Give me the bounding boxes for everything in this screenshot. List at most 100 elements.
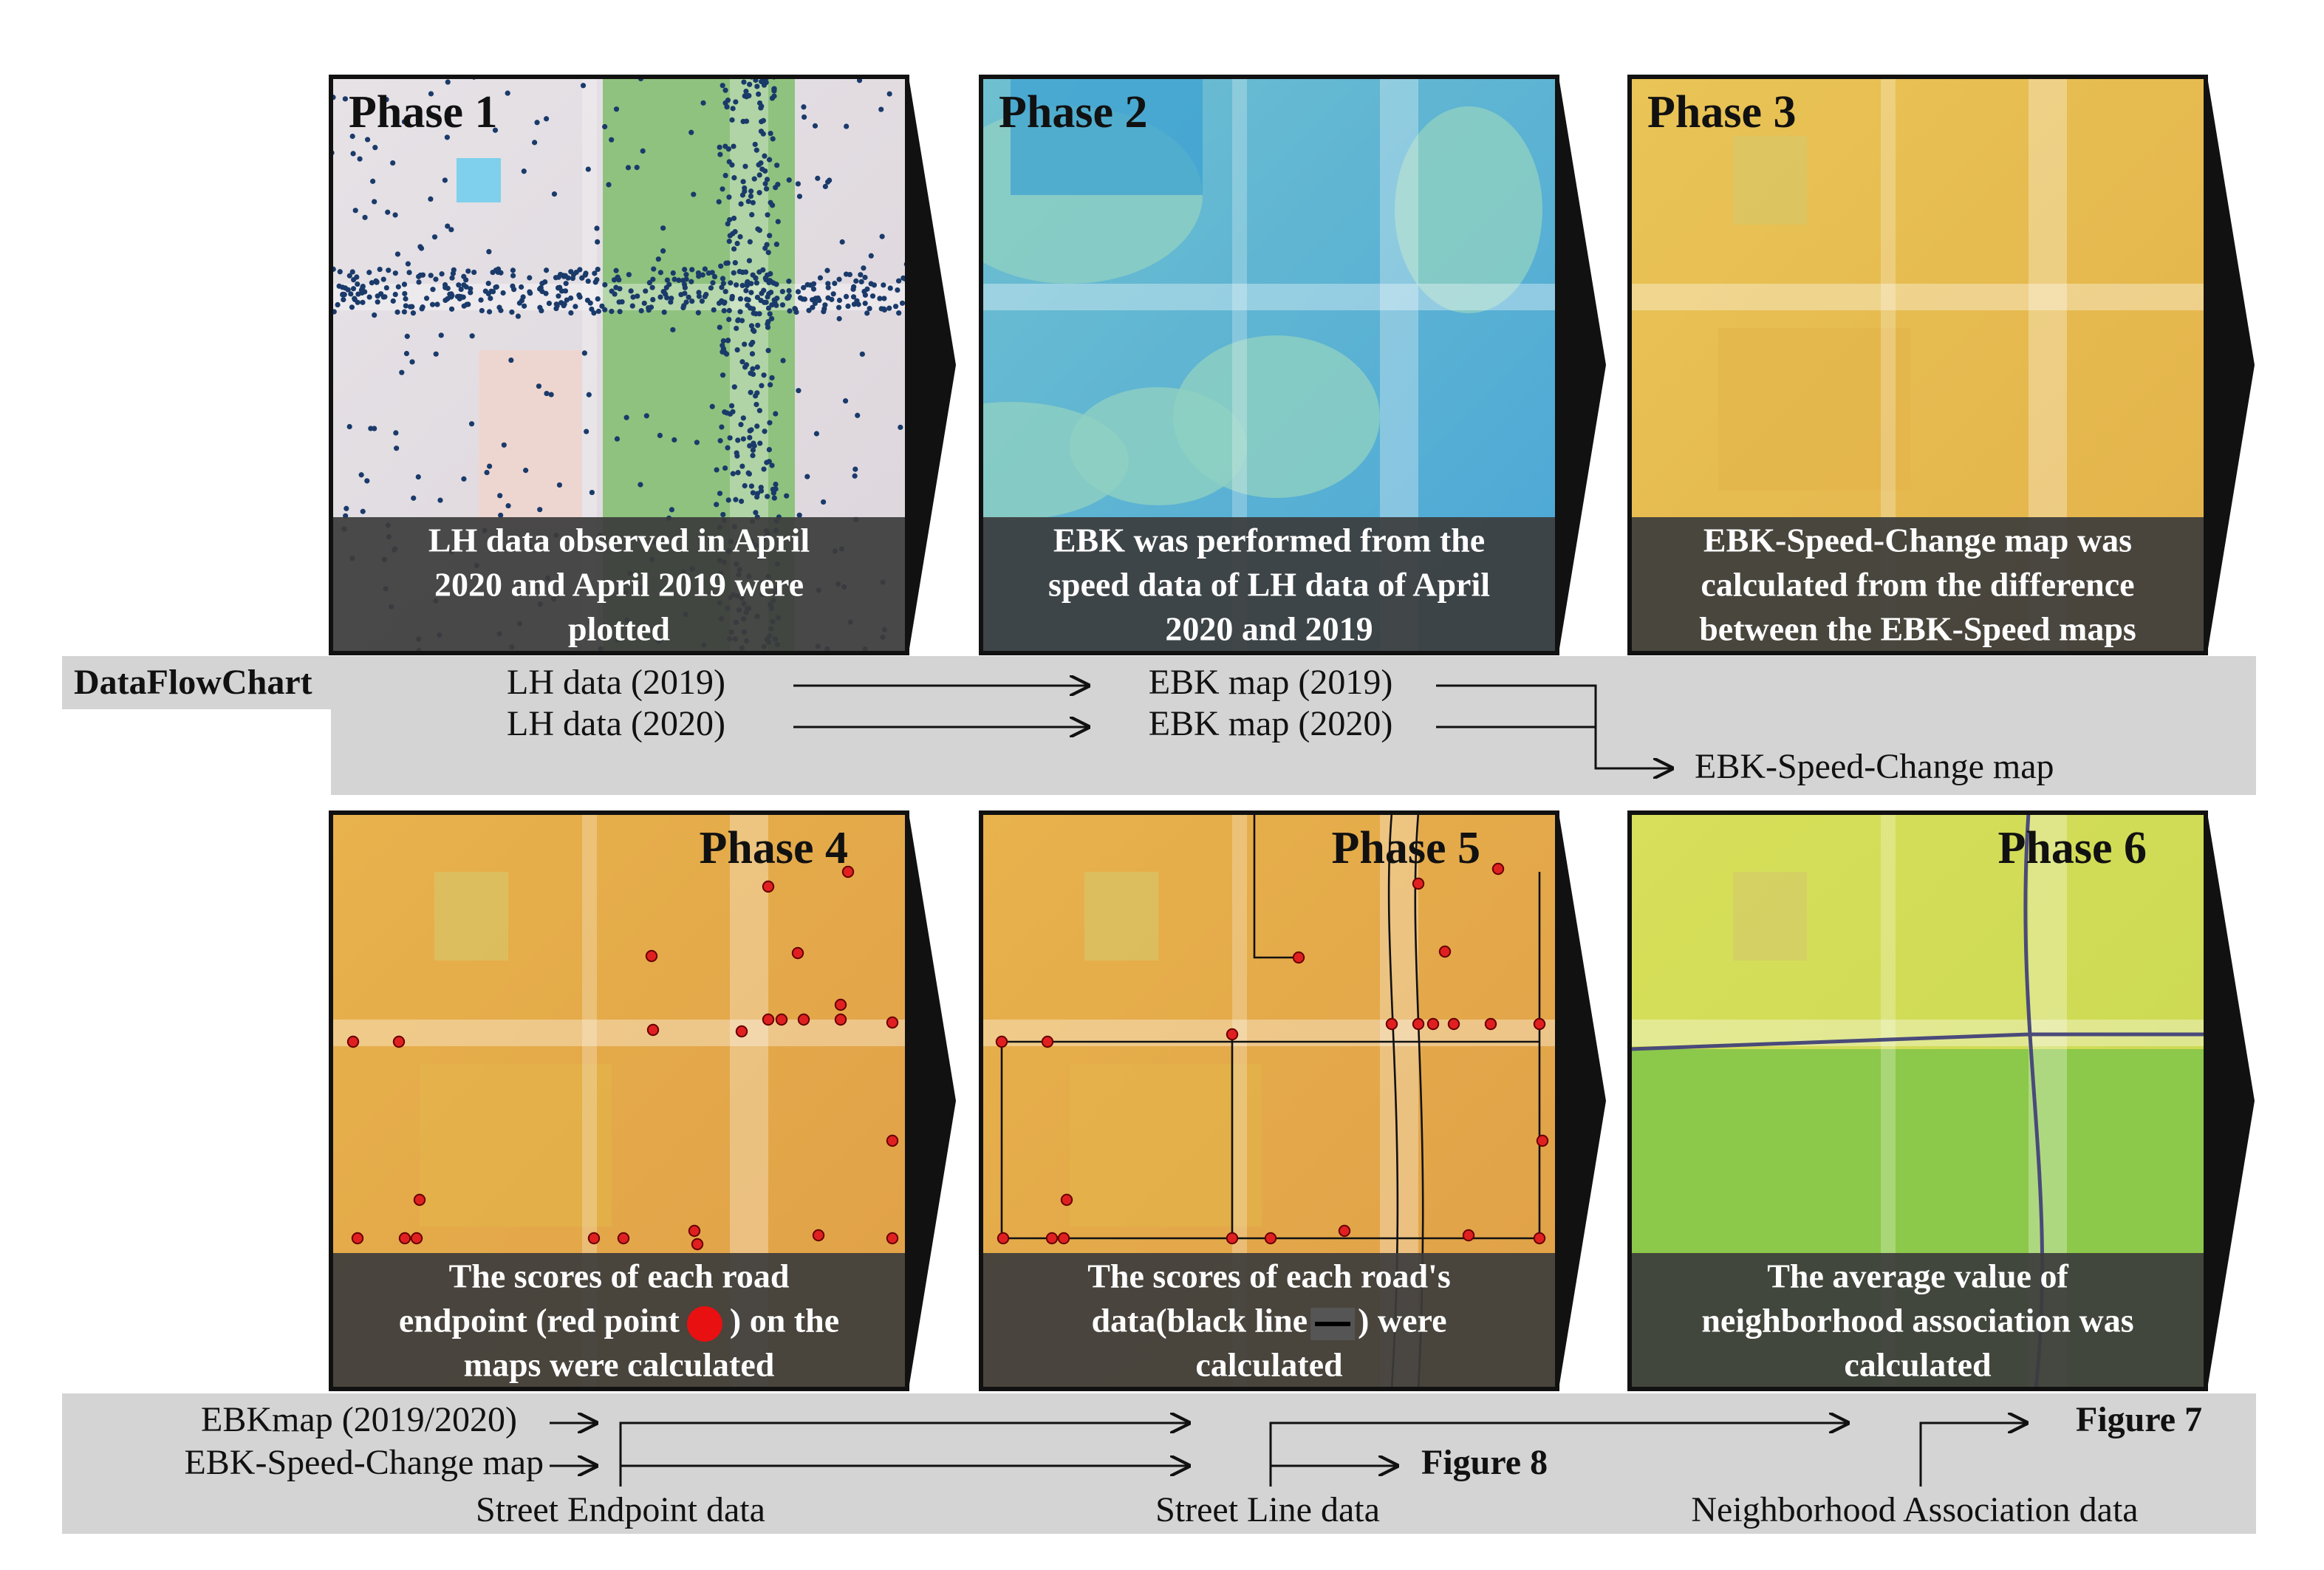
- lh-point: [766, 157, 773, 163]
- red-point: [1426, 1017, 1440, 1031]
- lh-point: [696, 293, 703, 299]
- lh-point: [537, 507, 543, 513]
- lh-point: [609, 308, 615, 315]
- lh-point: [750, 366, 756, 372]
- lh-point: [409, 359, 415, 365]
- lh-point: [543, 267, 550, 273]
- lh-point: [527, 290, 533, 296]
- lh-point: [456, 282, 462, 288]
- lh-point: [650, 296, 656, 303]
- lh-point: [754, 390, 760, 396]
- lh-point: [720, 280, 726, 287]
- red-point: [351, 1232, 364, 1245]
- lh-point: [717, 151, 723, 157]
- lh-point: [448, 306, 455, 312]
- lh-point: [765, 321, 770, 327]
- lh-point: [862, 274, 868, 281]
- lh-point: [498, 512, 504, 519]
- caption-line: speed data of LH data of April: [1048, 566, 1490, 604]
- lh-point: [683, 272, 689, 278]
- lh-point: [369, 280, 375, 286]
- lh-point: [771, 495, 777, 501]
- lh-point: [393, 430, 399, 436]
- red-point: [645, 949, 658, 963]
- arrow: [1919, 1423, 2029, 1487]
- lh-point: [634, 165, 640, 171]
- lh-point: [428, 273, 434, 279]
- lh-point: [756, 91, 762, 98]
- lh-point: [585, 278, 591, 284]
- lh-point: [722, 172, 728, 179]
- lh-point: [465, 268, 471, 274]
- lh-point: [753, 510, 759, 516]
- lh-point: [734, 282, 739, 288]
- lh-point: [711, 273, 718, 280]
- lh-point: [765, 305, 772, 311]
- lh-point: [595, 239, 601, 245]
- caption-line: maps were calculated: [464, 1346, 775, 1384]
- lh-point: [364, 478, 370, 484]
- lh-point: [852, 473, 858, 479]
- lh-point: [362, 214, 368, 220]
- lh-point: [768, 382, 773, 388]
- lh-point: [767, 420, 773, 426]
- lh-point: [749, 351, 756, 357]
- road: [1232, 813, 1247, 1389]
- lh-point: [813, 431, 820, 437]
- lh-point: [750, 371, 756, 378]
- lh-point: [651, 266, 657, 272]
- lh-point: [521, 168, 527, 174]
- flow-source: Neighborhood Association data: [1691, 1490, 2138, 1529]
- red-point: [812, 1229, 825, 1242]
- lh-point: [742, 364, 748, 370]
- lh-point: [747, 81, 753, 87]
- lh-point: [346, 423, 352, 430]
- lh-point: [404, 333, 410, 339]
- lh-point: [344, 505, 349, 511]
- lh-point: [886, 305, 892, 311]
- road: [582, 813, 597, 1389]
- lh-point: [613, 284, 619, 290]
- lh-point: [750, 199, 756, 205]
- lh-point: [835, 304, 842, 310]
- lh-point: [753, 147, 759, 153]
- lh-point: [406, 270, 412, 276]
- lh-point: [366, 294, 372, 300]
- lh-point: [825, 281, 831, 287]
- lh-point: [731, 246, 737, 252]
- lh-point: [786, 287, 792, 294]
- red-point: [410, 1232, 423, 1245]
- lh-point: [430, 287, 436, 293]
- lh-point: [551, 191, 558, 197]
- lh-point: [759, 383, 765, 389]
- red-point: [797, 1013, 810, 1026]
- lh-point: [536, 383, 542, 389]
- lh-point: [739, 463, 745, 469]
- lh-point: [335, 301, 341, 308]
- lh-point: [403, 350, 410, 357]
- flow-ebk: EBK map (2019): [1149, 663, 1393, 702]
- caption-box: [331, 517, 907, 653]
- lh-point: [614, 436, 621, 442]
- lh-point: [740, 179, 746, 185]
- lh-point: [568, 295, 574, 301]
- red-point: [1226, 1028, 1239, 1041]
- lh-point: [691, 191, 697, 197]
- red-point: [995, 1035, 1008, 1048]
- lh-point: [623, 414, 629, 420]
- lh-point: [660, 225, 666, 231]
- lh-point: [646, 280, 652, 286]
- lh-point: [740, 415, 746, 421]
- lh-point: [734, 325, 739, 332]
- red-point: [413, 1193, 426, 1206]
- field: [1084, 872, 1158, 960]
- lh-point: [383, 97, 389, 103]
- lh-point: [719, 284, 725, 290]
- red-point: [1484, 1017, 1497, 1031]
- lh-point: [780, 358, 786, 364]
- lh-point: [380, 276, 386, 282]
- lh-point: [515, 313, 522, 319]
- lh-point: [751, 310, 756, 316]
- lh-point: [364, 137, 371, 143]
- red-point: [691, 1238, 704, 1251]
